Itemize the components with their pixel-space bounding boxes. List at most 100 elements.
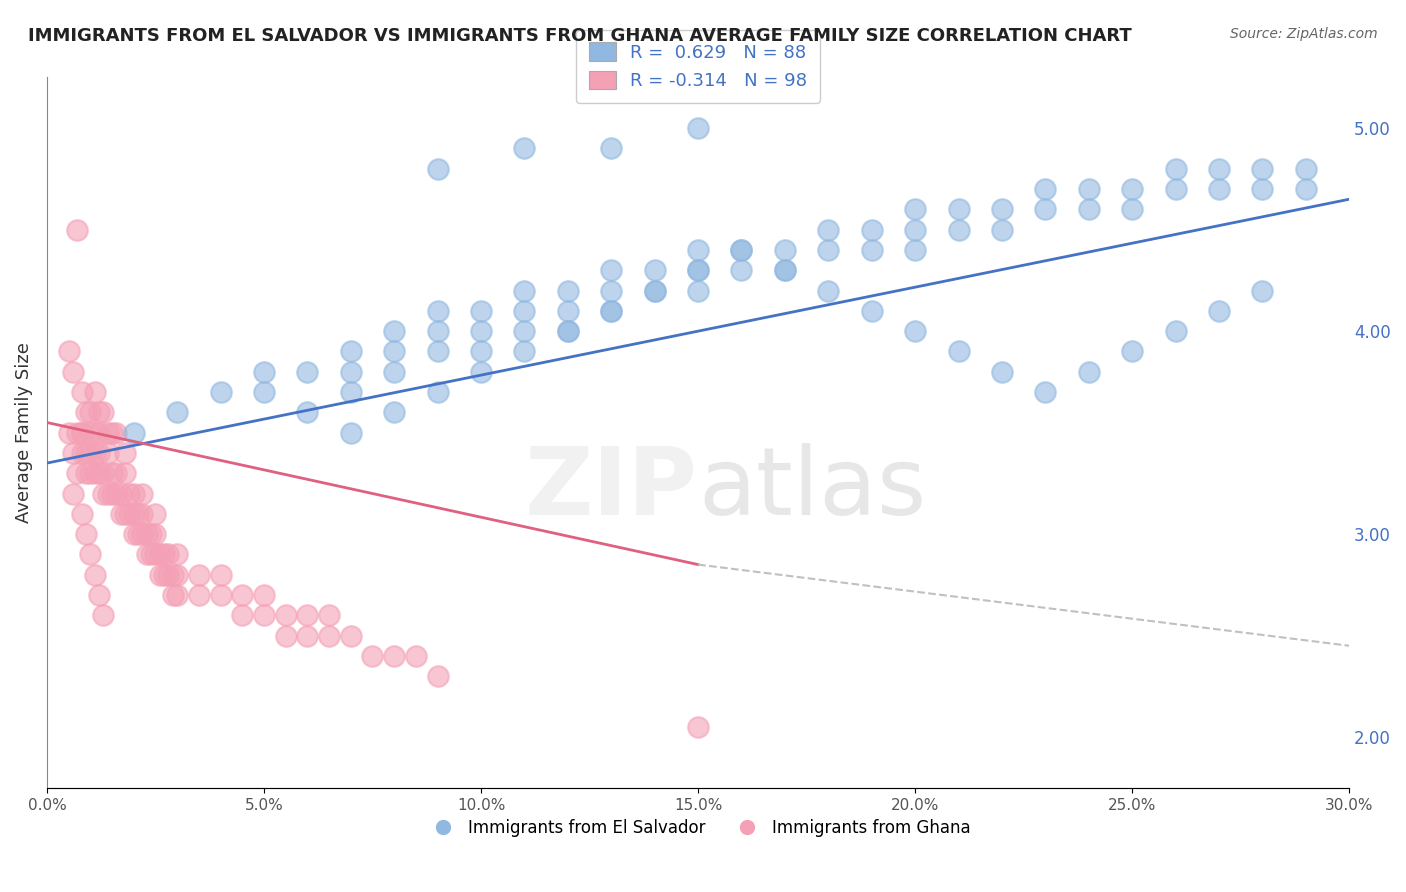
Point bbox=[162, 588, 184, 602]
Point bbox=[253, 385, 276, 400]
Point bbox=[97, 446, 120, 460]
Point bbox=[70, 425, 93, 440]
Point bbox=[1164, 161, 1187, 176]
Point bbox=[382, 344, 405, 359]
Point bbox=[730, 243, 752, 257]
Point bbox=[187, 588, 209, 602]
Point bbox=[97, 425, 120, 440]
Point bbox=[600, 303, 623, 318]
Point bbox=[58, 425, 80, 440]
Point bbox=[1164, 182, 1187, 196]
Point bbox=[426, 344, 449, 359]
Point bbox=[139, 548, 162, 562]
Point bbox=[1077, 365, 1099, 379]
Point bbox=[513, 284, 536, 298]
Point bbox=[686, 720, 709, 734]
Point bbox=[79, 467, 101, 481]
Point bbox=[948, 202, 970, 217]
Point bbox=[470, 324, 492, 338]
Point bbox=[339, 629, 361, 643]
Point bbox=[773, 243, 796, 257]
Point bbox=[1251, 182, 1274, 196]
Point bbox=[297, 629, 319, 643]
Point bbox=[122, 527, 145, 541]
Point bbox=[904, 202, 927, 217]
Point bbox=[157, 548, 180, 562]
Point bbox=[297, 365, 319, 379]
Point bbox=[79, 446, 101, 460]
Point bbox=[127, 527, 149, 541]
Point bbox=[153, 548, 176, 562]
Point bbox=[904, 243, 927, 257]
Point bbox=[513, 324, 536, 338]
Point bbox=[58, 344, 80, 359]
Point bbox=[209, 385, 232, 400]
Point bbox=[1035, 385, 1057, 400]
Point bbox=[105, 467, 128, 481]
Point bbox=[730, 243, 752, 257]
Point bbox=[131, 527, 153, 541]
Point bbox=[101, 467, 124, 481]
Point bbox=[426, 161, 449, 176]
Text: atlas: atlas bbox=[697, 443, 927, 535]
Point bbox=[135, 527, 157, 541]
Point bbox=[83, 425, 105, 440]
Legend: Immigrants from El Salvador, Immigrants from Ghana: Immigrants from El Salvador, Immigrants … bbox=[419, 812, 977, 844]
Text: ZIP: ZIP bbox=[526, 443, 697, 535]
Point bbox=[75, 446, 97, 460]
Point bbox=[62, 486, 84, 500]
Point bbox=[149, 567, 172, 582]
Point bbox=[91, 467, 114, 481]
Point bbox=[75, 527, 97, 541]
Point bbox=[118, 507, 141, 521]
Point bbox=[83, 467, 105, 481]
Point bbox=[122, 425, 145, 440]
Point bbox=[274, 608, 297, 623]
Point bbox=[339, 385, 361, 400]
Point bbox=[600, 263, 623, 277]
Point bbox=[66, 467, 89, 481]
Point bbox=[145, 548, 167, 562]
Point bbox=[644, 284, 666, 298]
Point bbox=[730, 263, 752, 277]
Point bbox=[145, 507, 167, 521]
Point bbox=[1077, 202, 1099, 217]
Point bbox=[114, 507, 136, 521]
Point bbox=[426, 385, 449, 400]
Point bbox=[557, 303, 579, 318]
Point bbox=[513, 141, 536, 155]
Point bbox=[101, 425, 124, 440]
Point bbox=[79, 425, 101, 440]
Point bbox=[75, 405, 97, 419]
Point bbox=[91, 405, 114, 419]
Point bbox=[1295, 182, 1317, 196]
Point bbox=[470, 344, 492, 359]
Point bbox=[1121, 344, 1143, 359]
Point bbox=[145, 527, 167, 541]
Point bbox=[1121, 182, 1143, 196]
Point bbox=[110, 507, 132, 521]
Point bbox=[686, 284, 709, 298]
Point bbox=[382, 648, 405, 663]
Text: IMMIGRANTS FROM EL SALVADOR VS IMMIGRANTS FROM GHANA AVERAGE FAMILY SIZE CORRELA: IMMIGRANTS FROM EL SALVADOR VS IMMIGRANT… bbox=[28, 27, 1132, 45]
Point bbox=[513, 344, 536, 359]
Point bbox=[557, 324, 579, 338]
Point bbox=[166, 567, 188, 582]
Point bbox=[87, 446, 110, 460]
Point bbox=[97, 486, 120, 500]
Point bbox=[87, 425, 110, 440]
Point bbox=[557, 324, 579, 338]
Point bbox=[114, 467, 136, 481]
Point bbox=[70, 446, 93, 460]
Point bbox=[105, 486, 128, 500]
Point bbox=[231, 588, 253, 602]
Point bbox=[87, 588, 110, 602]
Point bbox=[644, 263, 666, 277]
Point bbox=[135, 548, 157, 562]
Point bbox=[83, 567, 105, 582]
Point bbox=[686, 263, 709, 277]
Point bbox=[948, 222, 970, 236]
Point bbox=[382, 324, 405, 338]
Point bbox=[166, 405, 188, 419]
Point bbox=[339, 425, 361, 440]
